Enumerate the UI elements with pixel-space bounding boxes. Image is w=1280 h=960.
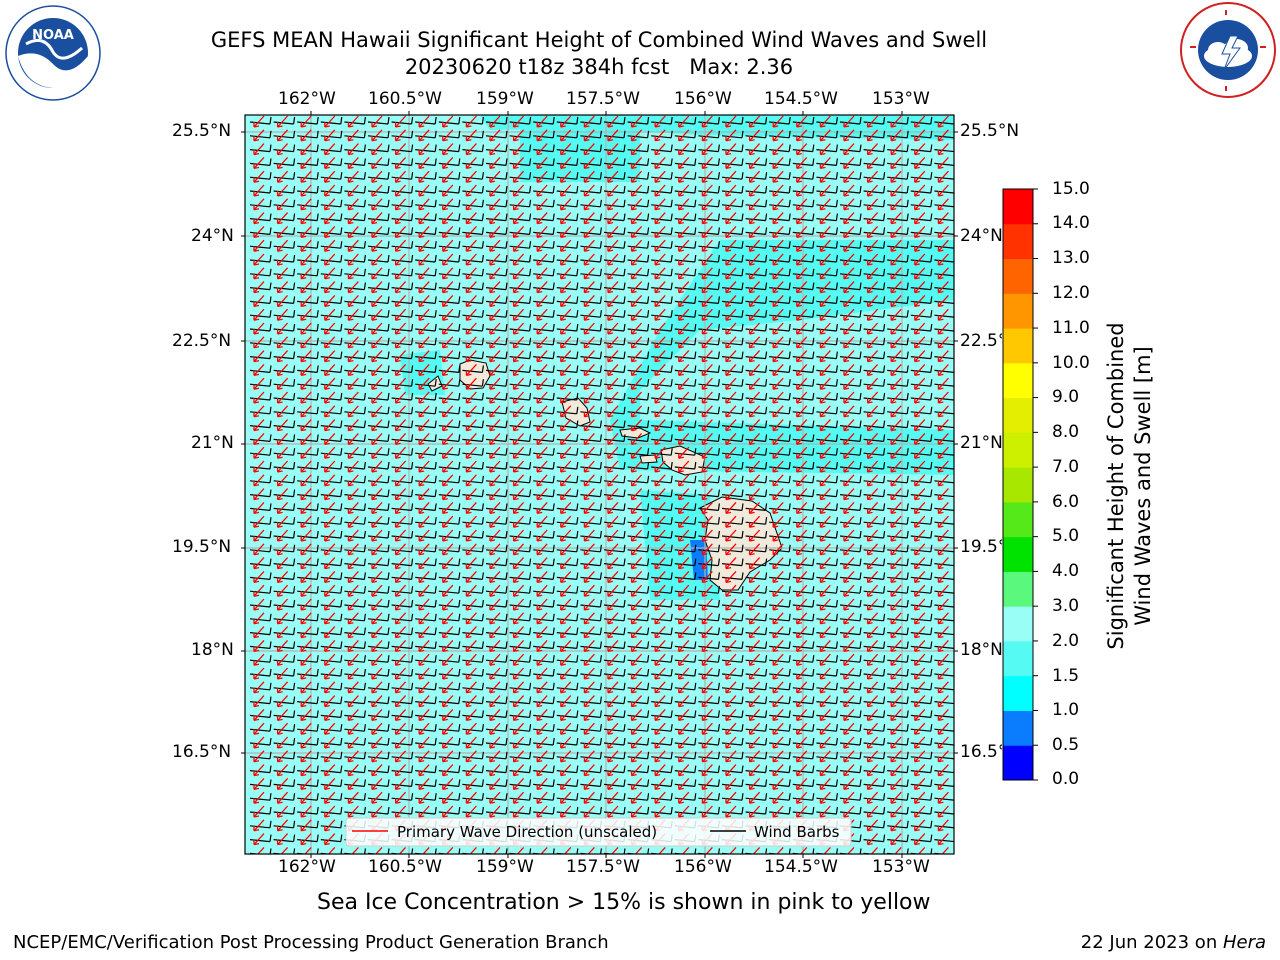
wind-barbs-layer	[249, 116, 954, 854]
lat-label-left: 16.5°N	[172, 742, 232, 762]
lat-label-left: 25.5°N	[172, 121, 232, 141]
legend-barb-label: Wind Barbs	[754, 823, 840, 841]
map-frame	[244, 114, 955, 855]
colorbar-tick-label: 2.0	[1052, 631, 1080, 651]
footer-host: Hera	[1222, 932, 1266, 953]
colorbar-bin	[1003, 432, 1033, 468]
lat-label-right: 24°N	[960, 226, 1002, 246]
colorbar-bin	[1003, 293, 1033, 329]
lat-label-left: 24°N	[191, 226, 234, 246]
colorbar-label-line1: Significant Height of Combined	[1104, 322, 1128, 649]
lon-label-bottom: 159°W	[476, 857, 534, 877]
colorbar-bin	[1003, 745, 1033, 781]
lon-label-top: 157.5°W	[566, 89, 640, 109]
colorbar-bin	[1003, 571, 1033, 607]
colorbar-bin	[1003, 675, 1033, 711]
island	[561, 397, 591, 427]
lon-label-top: 153°W	[872, 89, 930, 109]
footer-date: 22 Jun 2023 on Hera	[1081, 932, 1266, 953]
colorbar-tick-label: 0.0	[1052, 769, 1080, 789]
graticule	[245, 115, 954, 854]
chart-title-line1: GEFS MEAN Hawaii Significant Height of C…	[210, 28, 988, 52]
island	[619, 427, 652, 439]
colorbar-bin	[1003, 189, 1033, 225]
wave-direction-layer	[253, 115, 949, 854]
colorbar-tick-label: 7.0	[1052, 457, 1080, 477]
lon-label-bottom: 153°W	[872, 857, 930, 877]
colorbar-tick-label: 10.0	[1052, 353, 1090, 373]
colorbar-bin	[1003, 328, 1033, 364]
lon-label-bottom: 154.5°W	[764, 857, 838, 877]
colorbar-tick-label: 11.0	[1052, 318, 1090, 338]
colorbar-tick-label: 12.0	[1052, 283, 1090, 303]
colorbar	[1003, 188, 1038, 781]
colorbar-frame	[1002, 188, 1034, 781]
lon-label-top: 156°W	[674, 89, 732, 109]
wave-arrows	[253, 115, 949, 854]
colorbar-bin	[1003, 640, 1033, 677]
colorbar-tick-label: 13.0	[1052, 248, 1090, 268]
lon-label-bottom: 157.5°W	[566, 857, 640, 877]
colorbar-tick-label: 15.0	[1052, 179, 1090, 199]
colorbar-bin	[1003, 606, 1033, 642]
colorbar-bin	[1003, 397, 1033, 433]
colorbar-tick-label: 8.0	[1052, 422, 1080, 442]
lat-label-left: 19.5°N	[172, 537, 232, 557]
colorbar-tick-label: 9.0	[1052, 387, 1080, 407]
colorbar-bin	[1003, 362, 1033, 399]
lat-label-left: 22.5°N	[172, 331, 232, 351]
lon-label-top: 162°W	[278, 89, 336, 109]
lon-label-bottom: 162°W	[278, 857, 336, 877]
footer-date-text: 22 Jun 2023 on	[1080, 932, 1223, 953]
wind-barbs	[249, 116, 954, 854]
noaa-logo: NOAA	[4, 4, 102, 102]
colorbar-tick-label: 6.0	[1052, 492, 1080, 512]
colorbar-bin	[1003, 501, 1033, 538]
lat-label-right: 21°N	[960, 433, 1002, 453]
colorbar-bin	[1003, 536, 1033, 572]
nws-logo	[1178, 0, 1278, 100]
colorbar-bin	[1003, 467, 1033, 503]
axis-ticks	[241, 111, 958, 858]
lon-label-bottom: 160.5°W	[368, 857, 442, 877]
legend-wave-label: Primary Wave Direction (unscaled)	[397, 823, 657, 841]
colorbar-bin	[1003, 258, 1033, 294]
colorbar-bin	[1003, 223, 1033, 260]
lat-label-right: 18°N	[960, 640, 1002, 660]
colorbar-label-line2: Wind Waves and Swell [m]	[1131, 346, 1155, 626]
colorbar-tick-label: 3.0	[1052, 596, 1080, 616]
shading-zone	[480, 115, 954, 140]
colorbar-tick-label: 1.5	[1052, 666, 1080, 686]
lat-label-right: 16.5°N	[960, 742, 1002, 762]
footer-branch: NCEP/EMC/Verification Post Processing Pr…	[13, 932, 609, 953]
colorbar-tick-label: 14.0	[1052, 213, 1090, 233]
lat-label-right: 19.5°N	[960, 537, 1002, 557]
colorbar-tick-label: 5.0	[1052, 526, 1080, 546]
lon-label-top: 154.5°W	[764, 89, 838, 109]
map-legend: Primary Wave Direction (unscaled) Wind B…	[345, 817, 852, 847]
colorbar-tick-label: 0.5	[1052, 735, 1080, 755]
sea-ice-note: Sea Ice Concentration > 15% is shown in …	[317, 890, 931, 915]
lat-label-left: 21°N	[191, 433, 234, 453]
wave-arrow-heads	[253, 122, 944, 854]
island	[639, 454, 658, 464]
lat-label-right: 22.5°N	[960, 331, 1002, 351]
colorbar-tick-label: 1.0	[1052, 700, 1080, 720]
noaa-logo-text: NOAA	[32, 28, 74, 43]
lon-label-bottom: 156°W	[674, 857, 732, 877]
colorbar-tick-label: 4.0	[1052, 561, 1080, 581]
lon-label-top: 159°W	[476, 89, 534, 109]
chart-title-line2: 20230620 t18z 384h fcst Max: 2.36	[404, 55, 794, 79]
lat-label-right: 25.5°N	[960, 121, 1020, 141]
lon-label-top: 160.5°W	[368, 89, 442, 109]
lat-label-left: 18°N	[191, 640, 234, 660]
colorbar-bin	[1003, 710, 1033, 746]
